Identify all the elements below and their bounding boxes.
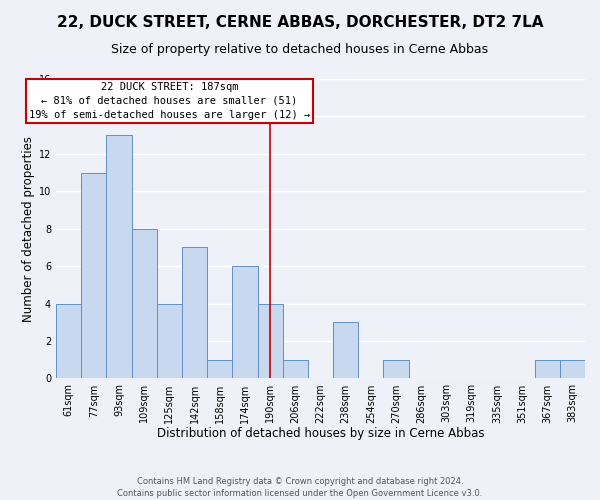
Bar — [81, 172, 106, 378]
Bar — [207, 360, 232, 378]
Bar — [56, 304, 81, 378]
Bar — [383, 360, 409, 378]
Bar — [182, 248, 207, 378]
Bar — [232, 266, 257, 378]
Bar — [106, 135, 131, 378]
Text: 22 DUCK STREET: 187sqm
← 81% of detached houses are smaller (51)
19% of semi-det: 22 DUCK STREET: 187sqm ← 81% of detached… — [29, 82, 310, 120]
Bar — [257, 304, 283, 378]
Text: Contains HM Land Registry data © Crown copyright and database right 2024.
Contai: Contains HM Land Registry data © Crown c… — [118, 476, 482, 498]
Text: 22, DUCK STREET, CERNE ABBAS, DORCHESTER, DT2 7LA: 22, DUCK STREET, CERNE ABBAS, DORCHESTER… — [57, 15, 543, 30]
Y-axis label: Number of detached properties: Number of detached properties — [22, 136, 35, 322]
Bar — [560, 360, 585, 378]
Bar — [333, 322, 358, 378]
Text: Size of property relative to detached houses in Cerne Abbas: Size of property relative to detached ho… — [112, 42, 488, 56]
Bar — [283, 360, 308, 378]
Bar — [131, 228, 157, 378]
X-axis label: Distribution of detached houses by size in Cerne Abbas: Distribution of detached houses by size … — [157, 427, 484, 440]
Bar — [157, 304, 182, 378]
Bar — [535, 360, 560, 378]
